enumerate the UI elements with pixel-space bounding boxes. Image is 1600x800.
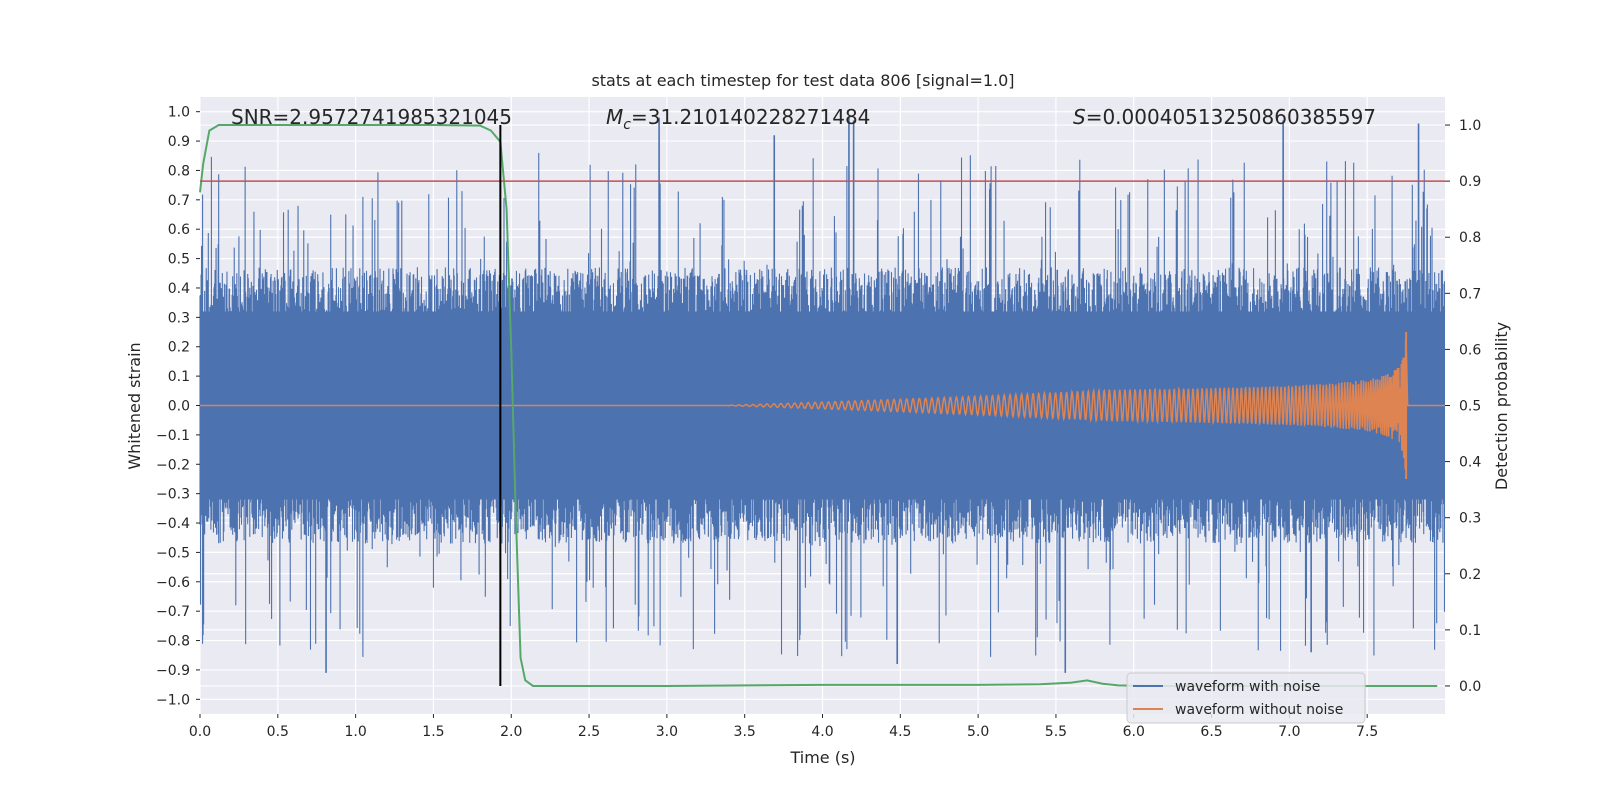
x-tick-label: 7.0 — [1278, 724, 1300, 740]
legend-box — [1126, 672, 1366, 724]
x-tick-label: 7.5 — [1356, 724, 1378, 740]
x-tick-label: 0.0 — [189, 724, 211, 740]
y-right-tick-label: 0.2 — [1459, 567, 1481, 583]
y-tick-label: −0.6 — [156, 575, 190, 591]
s-value: =0.00040513250860385597 — [1086, 105, 1376, 129]
legend-label-without-noise: waveform without noise — [1175, 702, 1343, 718]
x-tick-label: 5.5 — [1045, 724, 1067, 740]
chirp-mass-value: =31.210140228271484 — [631, 105, 870, 129]
y-tick-label: −0.7 — [156, 604, 190, 620]
y-right-tick-label: 0.7 — [1459, 286, 1481, 302]
y-tick-label: 0.7 — [168, 193, 190, 209]
y-right-tick-label: 0.6 — [1459, 342, 1481, 358]
y-axis-label: Whitened strain — [125, 342, 144, 469]
x-axis-label: Time (s) — [789, 748, 855, 767]
x-tick-label: 1.5 — [422, 724, 444, 740]
y-axis-right-label: Detection probability — [1492, 322, 1511, 490]
s-symbol: S — [1073, 105, 1086, 129]
y-tick-label: 0.3 — [168, 310, 190, 326]
y-right-tick-label: 0.0 — [1459, 679, 1481, 695]
snr-annotation: SNR=2.9572741985321045 — [231, 105, 512, 129]
x-tick-label: 2.0 — [500, 724, 522, 740]
y-axis-right-ticks: 1.0 0.9 0.8 0.7 0.6 0.5 0.4 0.3 0.2 0.1 0.0 — [1445, 118, 1481, 695]
x-tick-label: 6.0 — [1123, 724, 1145, 740]
chart-title: stats at each timestep for test data 806… — [591, 71, 1014, 90]
y-tick-label: −0.8 — [156, 634, 190, 650]
y-tick-label: −0.9 — [156, 663, 190, 679]
x-tick-label: 1.0 — [344, 724, 366, 740]
x-tick-label: 4.0 — [811, 724, 833, 740]
y-tick-label: 0.9 — [168, 134, 190, 150]
y-tick-label: 0.0 — [168, 399, 190, 415]
y-right-tick-label: 0.8 — [1459, 230, 1481, 246]
probability-trace — [199, 124, 1438, 687]
x-tick-label: 3.0 — [656, 724, 678, 740]
y-tick-label: 0.6 — [168, 222, 190, 238]
y-tick-label: −0.1 — [156, 428, 190, 444]
y-right-tick-label: 0.9 — [1459, 174, 1481, 190]
y-tick-label: −0.5 — [156, 545, 190, 561]
y-right-tick-label: 0.1 — [1459, 623, 1481, 639]
y-tick-label: 0.5 — [168, 252, 190, 268]
y-tick-label: 0.1 — [168, 369, 190, 385]
y-tick-label: −0.3 — [156, 487, 190, 503]
x-tick-label: 5.0 — [967, 724, 989, 740]
y-tick-label: 0.8 — [168, 163, 190, 179]
y-right-tick-label: 0.3 — [1459, 511, 1481, 527]
y-axis-ticks: 1.0 0.9 0.8 0.7 0.6 0.5 0.4 0.3 0.2 0.1 0.0 −0.1 −0.… — [156, 105, 200, 708]
series-detection-probability — [199, 124, 1438, 687]
series-waveform-without-noise — [200, 332, 1445, 479]
y-right-tick-label: 1.0 — [1459, 118, 1481, 134]
y-tick-label: 0.4 — [168, 281, 190, 297]
legend: waveform with noise waveform without noi… — [1126, 672, 1366, 724]
y-right-tick-label: 0.4 — [1459, 455, 1481, 471]
x-tick-label: 0.5 — [267, 724, 289, 740]
s-annotation: S=0.00040513250860385597 — [1073, 105, 1376, 129]
chirp-mass-symbol: M — [606, 105, 623, 129]
chirp-mass-subscript: c — [623, 117, 631, 133]
x-tick-label: 3.5 — [734, 724, 756, 740]
x-axis-ticks: 0.0 0.5 1.0 1.5 2.0 2.5 3.0 3.5 4.0 4.5 5.0 5.5 6.0 6… — [189, 714, 1378, 740]
y-tick-label: −0.2 — [156, 457, 190, 473]
chirp-mass-annotation: Mc=31.210140228271484 — [606, 105, 870, 133]
x-tick-label: 6.5 — [1200, 724, 1222, 740]
y-tick-label: −1.0 — [156, 692, 190, 708]
x-tick-label: 2.5 — [578, 724, 600, 740]
legend-label-with-noise: waveform with noise — [1175, 679, 1320, 695]
chirp-trace — [200, 338, 1445, 470]
y-right-tick-label: 0.5 — [1459, 399, 1481, 415]
y-tick-label: −0.4 — [156, 516, 190, 532]
x-tick-label: 4.5 — [889, 724, 911, 740]
y-tick-label: 0.2 — [168, 340, 190, 356]
y-tick-label: 1.0 — [168, 105, 190, 121]
